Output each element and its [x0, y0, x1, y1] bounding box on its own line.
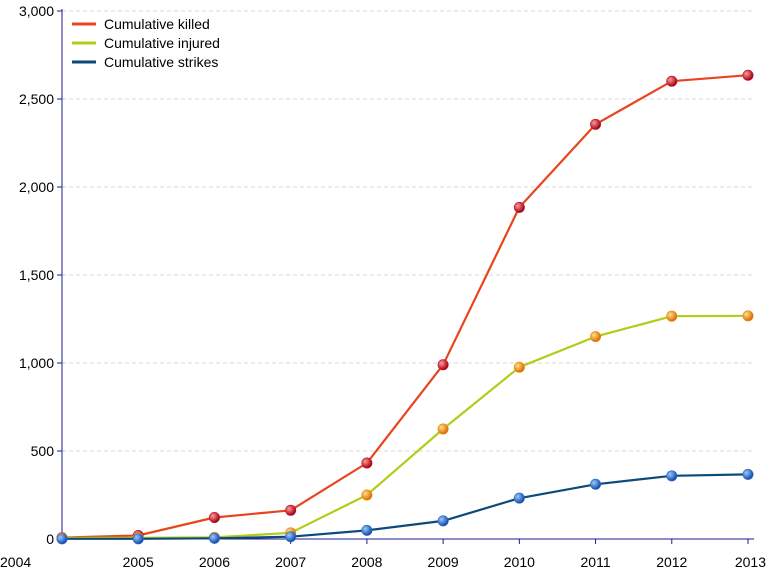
series-cumulative-strikes — [56, 468, 754, 545]
data-point-cumulative-strikes-2004 — [56, 533, 68, 545]
series-line-cumulative-injured — [61, 314, 749, 540]
data-point-cumulative-strikes-2008 — [361, 524, 373, 536]
y-tick-label: 2,500 — [19, 91, 54, 107]
data-point-cumulative-killed-2012 — [666, 75, 678, 87]
x-tick-label: 2012 — [656, 554, 687, 570]
y-tick-label: 1,500 — [19, 267, 54, 283]
legend-label: Cumulative strikes — [104, 54, 218, 70]
data-point-cumulative-strikes-2009 — [437, 515, 449, 527]
x-tick-label: 2007 — [275, 554, 306, 570]
data-point-cumulative-strikes-2011 — [590, 478, 602, 490]
y-tick-label: 0 — [46, 531, 54, 547]
data-point-cumulative-strikes-2012 — [666, 470, 678, 482]
y-tick-label: 1,000 — [19, 355, 54, 371]
data-point-cumulative-killed-2009 — [437, 359, 449, 371]
data-point-cumulative-strikes-2005 — [132, 533, 144, 545]
data-point-cumulative-injured-2012 — [666, 310, 678, 322]
data-point-cumulative-killed-2006 — [208, 512, 220, 524]
series-line-cumulative-killed — [61, 74, 749, 539]
x-tick-label: 2004 — [0, 554, 31, 570]
y-tick-label: 2,000 — [19, 179, 54, 195]
data-point-cumulative-injured-2010 — [513, 361, 525, 373]
data-point-cumulative-injured-2008 — [361, 489, 373, 501]
x-tick-label: 2011 — [581, 554, 611, 570]
legend: Cumulative killed Cumulative injured Cumul… — [72, 16, 220, 70]
legend-item-cumulative-injured: Cumulative injured — [72, 35, 220, 51]
data-point-cumulative-killed-2011 — [590, 118, 602, 130]
x-tick-label: 2009 — [428, 554, 459, 570]
data-point-cumulative-injured-2011 — [590, 331, 602, 343]
axes: 0 500 1,000 1,500 2,000 2,500 3,000 2004 2005 200… — [0, 3, 766, 570]
series-cumulative-killed — [56, 69, 754, 544]
legend-label: Cumulative killed — [104, 16, 210, 32]
series-line-cumulative-strikes — [62, 473, 749, 540]
legend-item-cumulative-killed: Cumulative killed — [72, 16, 210, 32]
gridlines — [62, 10, 752, 452]
data-point-cumulative-killed-2013 — [742, 69, 754, 81]
data-point-cumulative-strikes-2006 — [208, 532, 220, 544]
series-cumulative-injured — [56, 310, 754, 544]
data-point-cumulative-strikes-2010 — [513, 492, 525, 504]
legend-item-cumulative-strikes: Cumulative strikes — [72, 54, 218, 70]
data-point-cumulative-killed-2010 — [513, 201, 525, 213]
x-tick-label: 2008 — [351, 554, 382, 570]
data-point-cumulative-killed-2007 — [285, 504, 297, 516]
y-tick-label: 3,000 — [19, 3, 54, 19]
data-point-cumulative-injured-2009 — [437, 423, 449, 435]
x-tick-label: 2006 — [199, 554, 230, 570]
series-group — [56, 69, 754, 545]
data-point-cumulative-strikes-2007 — [285, 531, 297, 543]
x-tick-label: 2005 — [123, 554, 154, 570]
x-tick-label: 2013 — [735, 554, 766, 570]
data-point-cumulative-killed-2008 — [361, 457, 373, 469]
y-tick-label: 500 — [31, 443, 55, 459]
x-tick-label: 2010 — [504, 554, 535, 570]
data-point-cumulative-strikes-2013 — [742, 468, 754, 480]
legend-label: Cumulative injured — [104, 35, 220, 51]
data-point-cumulative-injured-2013 — [742, 310, 754, 322]
